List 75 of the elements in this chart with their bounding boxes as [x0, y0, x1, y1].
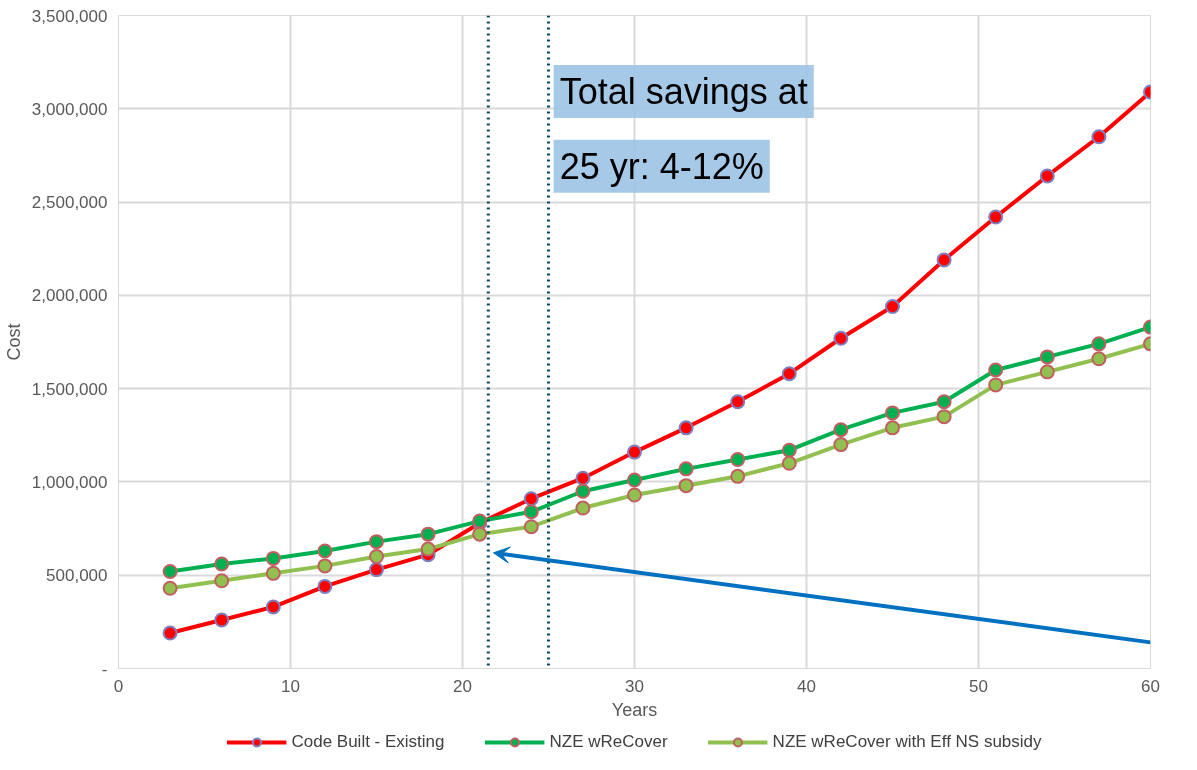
point — [214, 573, 230, 589]
point — [420, 541, 436, 557]
x-axis-title: Years — [611, 699, 658, 720]
point — [369, 562, 384, 578]
point — [627, 444, 642, 460]
y-tick-label: 1,000,000 — [31, 472, 108, 492]
point — [523, 491, 539, 507]
point — [317, 558, 333, 574]
point — [317, 578, 333, 594]
point — [833, 422, 849, 438]
point — [575, 470, 591, 486]
x-tick-label: 30 — [625, 676, 644, 696]
point — [369, 549, 384, 565]
x-tick-label: 50 — [969, 676, 988, 696]
point — [523, 519, 539, 535]
point — [885, 420, 900, 436]
y-tick-label: 3,000,000 — [31, 99, 108, 119]
x-tick-label: 0 — [113, 676, 124, 696]
annotation: Total savings at 25 yr: 4-12% — [559, 71, 808, 187]
point — [523, 504, 539, 520]
point — [1039, 168, 1055, 184]
point — [730, 452, 746, 468]
point — [1039, 349, 1055, 365]
point — [575, 483, 591, 499]
point — [214, 556, 230, 572]
point — [265, 550, 281, 566]
point — [988, 209, 1004, 225]
legend-label: NZE wReCover — [549, 732, 668, 752]
point — [575, 500, 591, 516]
point — [833, 330, 849, 346]
point — [265, 599, 281, 615]
x-tick-label: 20 — [453, 676, 472, 696]
point — [730, 394, 746, 410]
point — [1091, 336, 1107, 352]
point — [472, 526, 488, 542]
point — [936, 394, 952, 410]
y-tick-label: 2,500,000 — [31, 193, 108, 213]
point — [627, 487, 642, 503]
point — [781, 442, 797, 458]
point — [1039, 364, 1055, 380]
legend-label: NZE wReCover with Eff NS subsidy — [772, 732, 1042, 752]
point — [162, 580, 178, 596]
point — [833, 437, 849, 453]
y-axis-title: Cost — [3, 323, 24, 361]
x-tick-label: 10 — [281, 676, 300, 696]
point — [885, 299, 900, 315]
y-tick-label: - — [101, 659, 108, 679]
y-tick-label: 1,500,000 — [31, 379, 108, 399]
point — [936, 252, 952, 268]
point — [317, 543, 333, 559]
point — [678, 420, 694, 436]
point — [1091, 129, 1107, 145]
point — [678, 461, 694, 477]
y-tick-label: 2,000,000 — [31, 286, 108, 306]
point — [369, 534, 384, 550]
legend-label: Code Built - Existing — [291, 732, 445, 752]
point — [781, 366, 797, 382]
y-tick-label: 500,000 — [46, 566, 108, 586]
point — [730, 468, 746, 484]
point — [885, 405, 900, 421]
x-tick-label: 40 — [797, 676, 816, 696]
point — [1091, 351, 1107, 367]
point — [162, 564, 178, 579]
point — [265, 565, 281, 581]
point — [988, 362, 1004, 378]
point — [678, 478, 694, 494]
point — [988, 377, 1004, 393]
point — [781, 455, 797, 471]
point — [162, 625, 178, 641]
point — [936, 409, 952, 425]
point — [627, 472, 642, 488]
point — [420, 526, 436, 542]
y-tick-label: 3,500,000 — [31, 6, 108, 26]
x-tick-label: 60 — [1141, 676, 1160, 696]
point — [214, 612, 230, 628]
